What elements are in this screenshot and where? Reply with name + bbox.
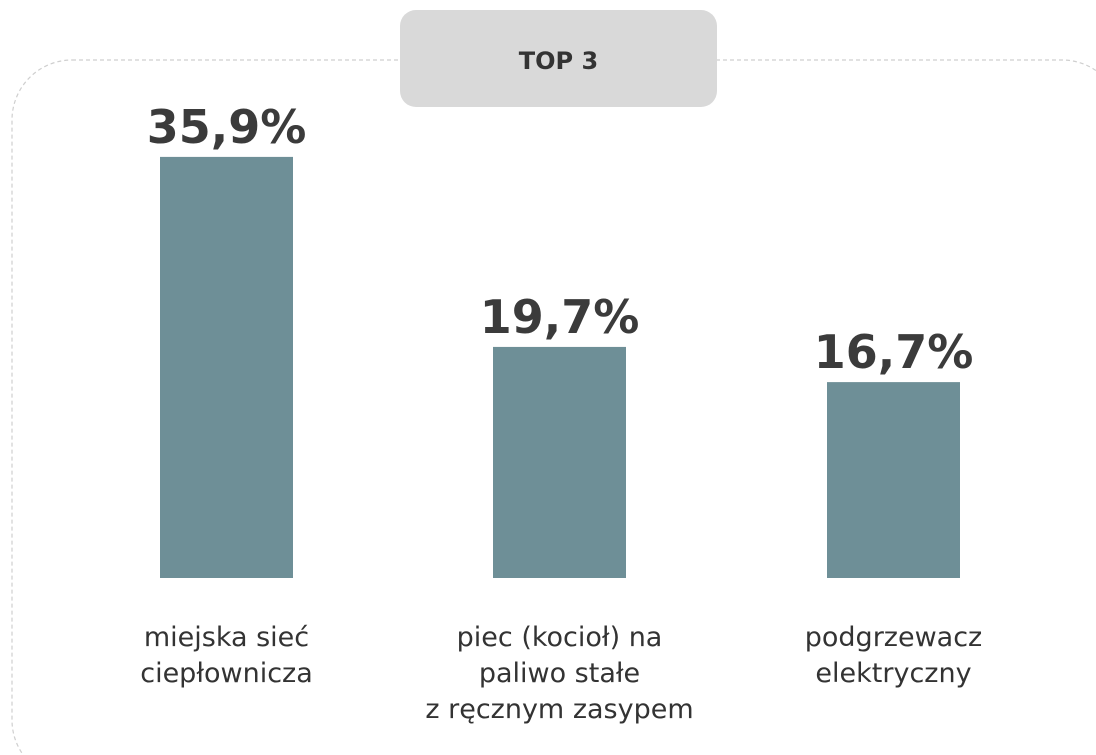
bar xyxy=(827,382,960,578)
value-label: 16,7% xyxy=(814,325,974,379)
bar xyxy=(493,346,626,578)
category-label: podgrzewacz elektryczny xyxy=(804,622,983,689)
category-label: miejska sieć ciepłownicza xyxy=(140,622,313,689)
chart-title: TOP 3 xyxy=(519,47,598,75)
value-label: 19,7% xyxy=(480,290,640,344)
value-label: 35,9% xyxy=(147,100,307,154)
bar xyxy=(160,156,293,578)
category-label: piec (kocioł) na paliwo stałe z ręcznym … xyxy=(425,622,694,725)
title-tab xyxy=(400,10,717,107)
